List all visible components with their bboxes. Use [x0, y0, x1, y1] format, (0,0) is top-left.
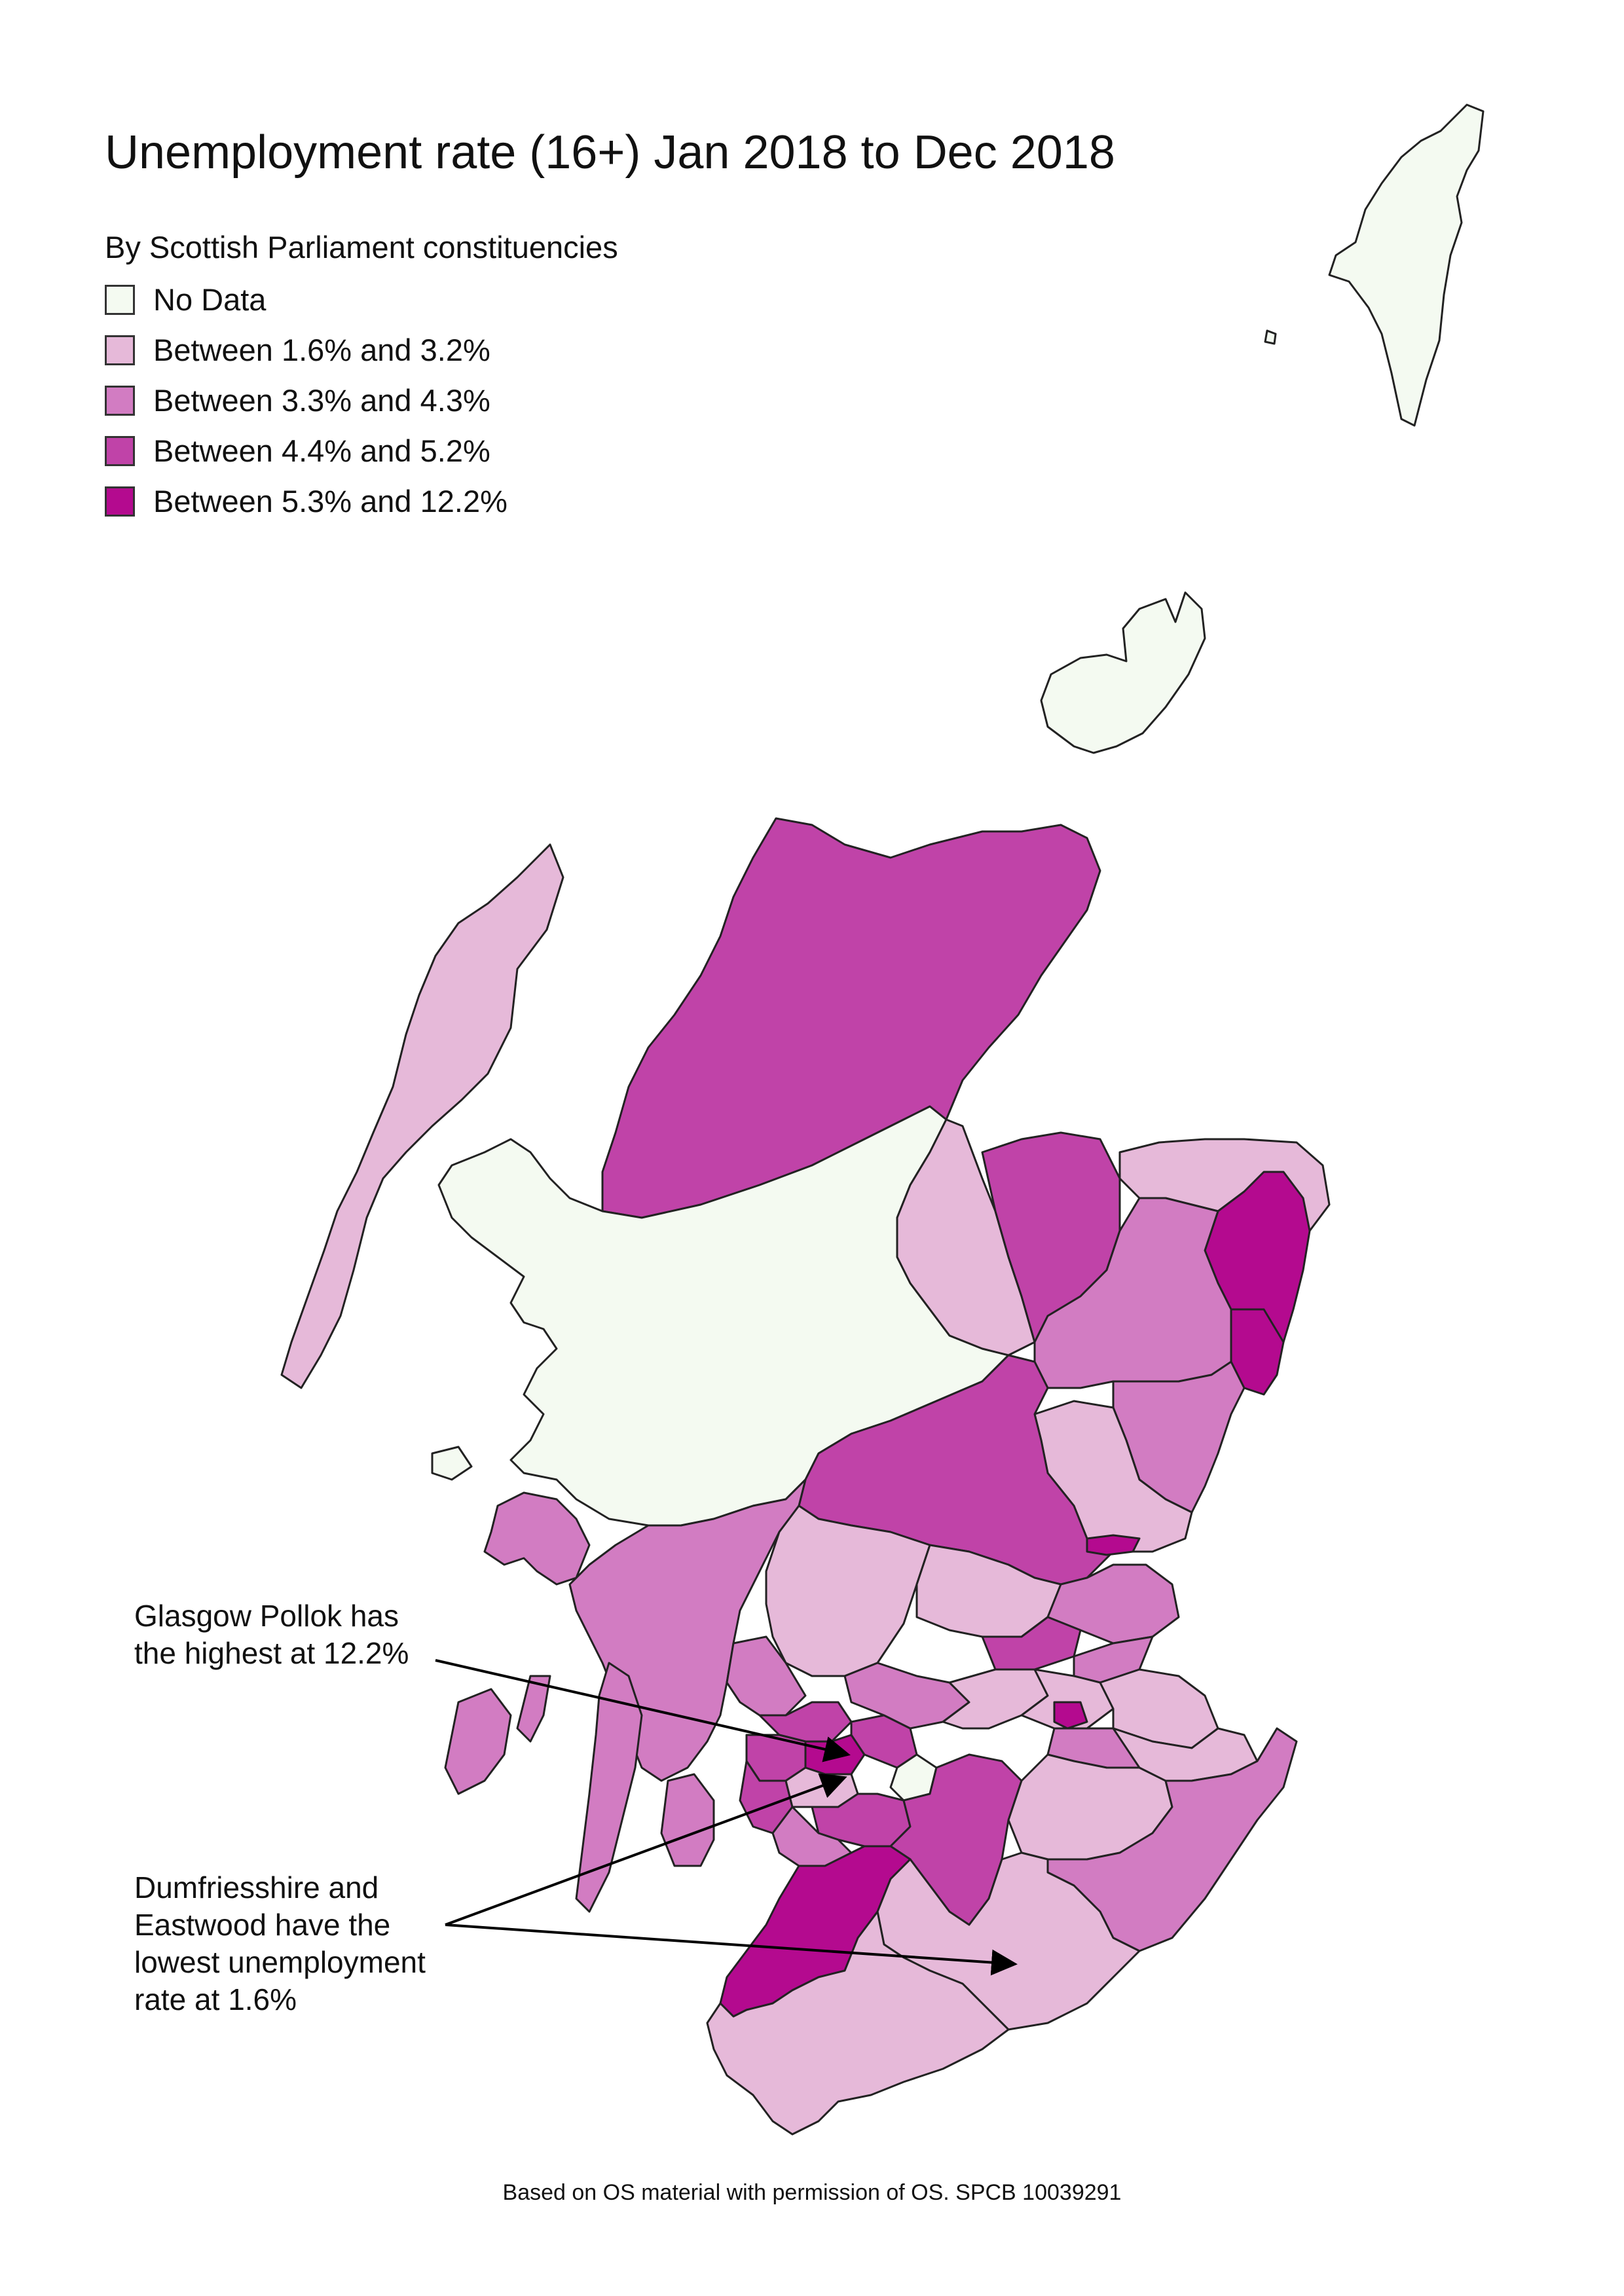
legend-item-band-1: Between 1.6% and 3.2% [105, 325, 618, 375]
region-stirling [765, 1504, 931, 1677]
region-galloway-west-dumfries [706, 1910, 1010, 2136]
arrow-to-eastwood [445, 1773, 847, 1926]
region-edinburgh-east [1053, 1701, 1088, 1730]
legend-swatch [105, 385, 135, 416]
region-tiree [431, 1446, 473, 1481]
legend: By Scottish Parliament constituencies No… [105, 229, 618, 526]
arrow-to-glasgow-pollok [435, 1659, 851, 1762]
region-na-h-eileanan-an-iar [280, 843, 564, 1389]
legend-label: Between 4.4% and 5.2% [153, 433, 490, 468]
legend-swatch [105, 284, 135, 315]
region-shetland [1328, 103, 1485, 427]
region-aberdeenshire-west [1033, 1197, 1232, 1389]
legend-swatch [105, 486, 135, 517]
region-islay [444, 1688, 512, 1795]
legend-item-band-4: Between 5.3% and 12.2% [105, 476, 618, 526]
legend-heading: By Scottish Parliament constituencies [105, 230, 618, 264]
annotation-highest: Glasgow Pollok has the highest at 12.2% [134, 1599, 409, 1670]
map-title: Unemployment rate (16+) Jan 2018 to Dec … [105, 126, 1115, 179]
region-ettrick-roxburgh-berwickshire [1046, 1727, 1298, 1952]
region-shetland-isle [1264, 329, 1277, 345]
legend-label: No Data [153, 282, 267, 317]
legend-item-no-data: No Data [105, 274, 618, 325]
source-note: Based on OS material with permission of … [502, 2180, 1122, 2205]
region-linlithgow [942, 1668, 1049, 1730]
legend-swatch [105, 435, 135, 466]
legend-label: Between 1.6% and 3.2% [153, 333, 490, 367]
legend-item-band-3: Between 4.4% and 5.2% [105, 426, 618, 476]
annotation-lowest: Dumfriesshire and Eastwood have the lowest… [134, 1870, 426, 2016]
region-arran [660, 1773, 715, 1867]
legend-label: Between 3.3% and 4.3% [153, 383, 490, 418]
legend-label: Between 5.3% and 12.2% [153, 484, 507, 519]
region-kintyre [575, 1662, 643, 1913]
region-jura [516, 1675, 551, 1743]
region-dundee [1086, 1534, 1141, 1556]
region-mull [483, 1491, 591, 1586]
arrow-to-dumfriesshire [445, 1923, 1018, 1976]
legend-swatch [105, 335, 135, 365]
region-orkney [1040, 591, 1206, 754]
legend-item-band-2: Between 3.3% and 4.3% [105, 375, 618, 426]
